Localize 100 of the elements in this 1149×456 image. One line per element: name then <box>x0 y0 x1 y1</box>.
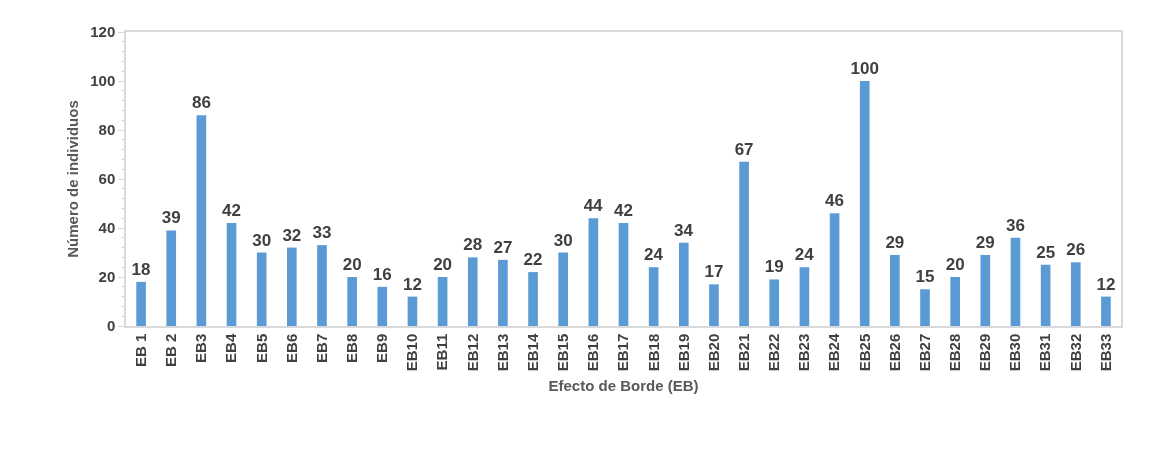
bar <box>437 277 448 326</box>
bar <box>648 267 659 326</box>
bar <box>678 242 689 326</box>
data-label: 33 <box>312 223 332 243</box>
data-label: 12 <box>1096 274 1116 294</box>
bar <box>1040 264 1051 326</box>
bar <box>1070 262 1081 326</box>
x-tick-label: EB27 <box>915 333 933 372</box>
x-tick-label: EB4 <box>222 333 240 363</box>
bar <box>739 161 749 326</box>
x-tick-label: EB23 <box>795 333 813 372</box>
data-label: 42 <box>614 201 633 221</box>
bar <box>920 289 930 326</box>
y-axis-title: Número de individuos <box>63 100 81 258</box>
data-label: 32 <box>282 225 302 245</box>
data-label: 16 <box>372 264 392 284</box>
data-label: 19 <box>764 257 784 277</box>
bar <box>226 223 237 326</box>
bar <box>467 257 478 326</box>
y-tick-label: 0 <box>106 317 116 335</box>
data-label: 29 <box>975 232 995 252</box>
bar <box>347 277 357 326</box>
bar <box>859 81 870 326</box>
data-label: 36 <box>1006 215 1025 235</box>
data-label: 28 <box>463 235 483 255</box>
x-tick-label: EB29 <box>976 333 994 372</box>
x-tick-label: EB13 <box>493 333 511 372</box>
x-tick-label: EB24 <box>825 333 843 372</box>
x-tick-label: EB12 <box>463 333 481 372</box>
data-label: 30 <box>553 230 573 250</box>
x-tick-label: EB21 <box>734 333 752 372</box>
x-tick-label: EB17 <box>614 333 632 372</box>
x-tick-label: EB15 <box>554 333 572 372</box>
data-label: 27 <box>493 237 513 257</box>
y-tick-label: 120 <box>90 23 116 41</box>
x-tick-label: EB11 <box>433 333 451 371</box>
x-axis-title: Efecto de Borde (EB) <box>548 376 699 394</box>
data-label: 25 <box>1036 242 1056 262</box>
bar <box>618 223 629 326</box>
data-label: 20 <box>433 255 453 274</box>
bar <box>588 218 599 326</box>
x-tick-label: EB19 <box>674 333 692 372</box>
x-tick-label: EB6 <box>282 333 300 363</box>
bar <box>317 245 327 326</box>
bar <box>558 252 569 326</box>
data-label: 18 <box>131 259 151 279</box>
x-tick-label: EB18 <box>644 333 662 372</box>
x-tick-label: EB33 <box>1096 333 1114 372</box>
bar <box>196 115 207 326</box>
bar <box>528 272 538 326</box>
data-label: 22 <box>523 250 543 270</box>
x-tick-label: EB14 <box>523 333 541 372</box>
x-tick-label: EB32 <box>1066 333 1084 372</box>
x-tick-label: EB16 <box>584 333 602 372</box>
bar <box>829 213 840 326</box>
bar <box>1101 296 1111 326</box>
bar <box>498 259 508 326</box>
x-tick-label: EB 1 <box>131 333 149 368</box>
x-tick-label: EB7 <box>312 333 330 363</box>
bar <box>256 252 267 326</box>
data-label: 24 <box>794 245 815 265</box>
data-label: 100 <box>850 59 879 78</box>
bar <box>407 296 418 326</box>
data-label: 67 <box>734 139 754 159</box>
bar <box>950 277 960 326</box>
y-tick-label: 60 <box>98 170 116 188</box>
bar <box>769 279 780 326</box>
data-label: 12 <box>402 274 422 294</box>
data-label: 86 <box>191 93 211 113</box>
data-label: 42 <box>222 201 241 221</box>
x-tick-label: EB26 <box>885 333 903 372</box>
data-label: 39 <box>161 208 181 228</box>
x-tick-label: EB31 <box>1036 333 1054 372</box>
data-label: 24 <box>643 245 664 265</box>
y-tick-label: 40 <box>98 219 116 237</box>
bar <box>799 267 810 326</box>
x-tick-label: EB30 <box>1006 333 1024 372</box>
bar <box>980 254 991 326</box>
x-tick-label: EB3 <box>192 333 210 363</box>
x-tick-label: EB 2 <box>162 333 180 368</box>
data-label: 15 <box>915 267 935 287</box>
data-label: 20 <box>945 255 965 274</box>
x-tick-label: EB28 <box>946 333 964 372</box>
x-tick-label: EB5 <box>252 333 270 363</box>
data-label: 30 <box>252 230 272 250</box>
bar <box>890 254 900 326</box>
bar <box>166 230 177 326</box>
y-tick-label: 100 <box>90 72 116 90</box>
x-tick-label: EB25 <box>855 333 873 372</box>
data-label: 34 <box>674 220 694 240</box>
bar <box>709 284 719 326</box>
data-label: 29 <box>885 232 905 252</box>
y-tick-label: 80 <box>98 121 116 139</box>
x-tick-label: EB8 <box>343 333 361 363</box>
y-tick-label: 20 <box>98 268 116 286</box>
x-tick-label: EB22 <box>765 333 783 372</box>
bar <box>287 247 297 326</box>
data-label: 17 <box>704 262 724 282</box>
x-tick-label: EB9 <box>373 333 391 363</box>
data-label: 46 <box>825 191 845 211</box>
